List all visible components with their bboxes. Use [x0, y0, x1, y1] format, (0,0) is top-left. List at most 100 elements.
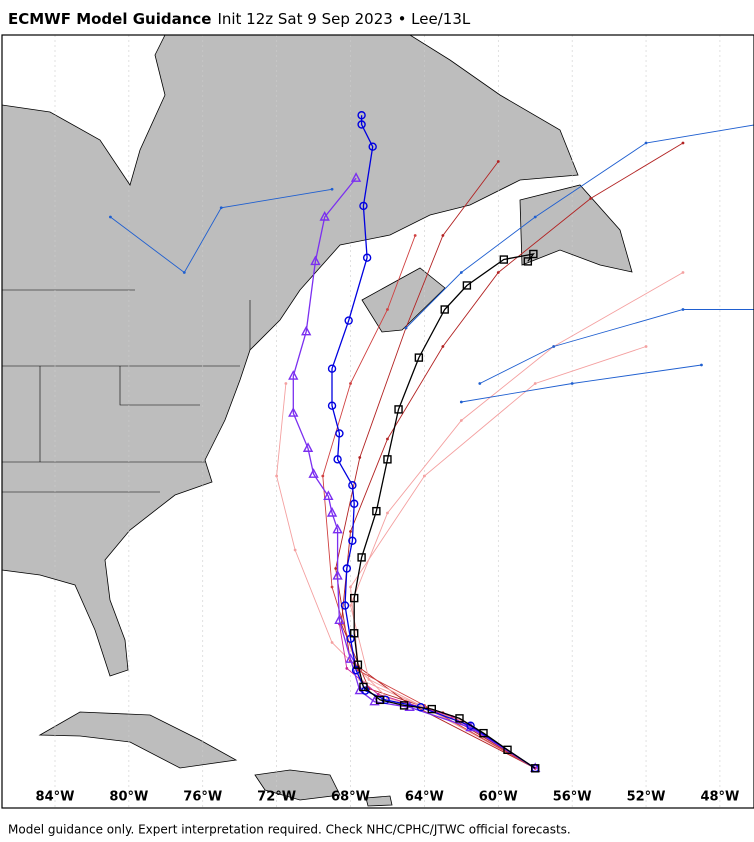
track-marker: [301, 325, 312, 336]
track-marker: [499, 255, 509, 264]
ensemble-point: [496, 160, 500, 163]
ensemble-point: [284, 382, 288, 385]
track-marker: [503, 745, 512, 754]
track-marker: [332, 523, 343, 534]
track-marker: [372, 506, 381, 516]
ensemble-point: [423, 474, 426, 478]
track-marker: [466, 721, 475, 730]
track-marker: [332, 569, 343, 580]
track-marker: [383, 455, 392, 464]
ensemble-point: [386, 511, 389, 515]
ensemble-point: [459, 400, 463, 404]
x-tick-label: 80°W: [109, 790, 148, 805]
ensemble-point: [358, 456, 362, 459]
track-marker: [531, 764, 540, 773]
track-marker: [345, 653, 356, 663]
ensemble-point: [478, 382, 482, 385]
x-tick-label: 64°W: [405, 790, 444, 805]
ensemble-track: [110, 188, 333, 274]
ensemble-point: [552, 345, 556, 348]
hispaniola: [254, 769, 341, 801]
ensemble-point: [349, 604, 352, 607]
track-marker: [327, 401, 337, 410]
x-tick-label: 48°W: [700, 790, 739, 805]
map: [1, 34, 754, 808]
track-marker: [357, 120, 366, 129]
x-tick-label: 68°W: [331, 790, 370, 805]
track-marker: [368, 142, 377, 151]
ensemble-point: [700, 363, 703, 367]
ensemble-point: [459, 271, 463, 274]
track-marker: [288, 407, 299, 417]
ensemble-point: [330, 187, 334, 191]
x-tick-label: 52°W: [627, 790, 666, 805]
x-tick-label: 60°W: [479, 790, 518, 805]
x-tick-label: 56°W: [553, 790, 592, 805]
ensemble-point: [367, 678, 371, 681]
track-marker: [394, 405, 403, 414]
track-marker: [350, 629, 359, 638]
track-marker: [310, 255, 321, 266]
track-marker: [319, 211, 330, 221]
title-main: ECMWF Model Guidance: [8, 10, 211, 28]
track-marker: [302, 442, 314, 452]
track-marker: [529, 249, 538, 259]
ensemble-track: [479, 309, 754, 384]
track-marker: [375, 695, 385, 705]
track-marker: [308, 468, 319, 478]
ensemble-point: [345, 667, 349, 670]
ensemble-point: [533, 215, 537, 219]
model-track: [331, 115, 536, 769]
puerto-rico: [365, 795, 393, 807]
ensemble-track: [335, 161, 536, 769]
borders: [2, 289, 251, 493]
ensemble-point: [441, 345, 445, 348]
ensemble-point: [644, 141, 648, 145]
track-marker: [362, 253, 372, 262]
track-marker: [399, 701, 409, 710]
track-marker: [342, 564, 352, 573]
ensemble-point: [349, 382, 352, 385]
track-marker: [350, 593, 359, 603]
track-marker: [340, 601, 350, 610]
x-tick-label: 76°W: [183, 790, 222, 805]
track-marker: [359, 201, 368, 211]
ensemble-point: [349, 585, 352, 589]
ensemble-point: [533, 382, 537, 385]
track-marker: [357, 553, 366, 562]
track-marker: [333, 455, 342, 464]
ensemble-point: [330, 585, 334, 589]
track-marker: [440, 305, 449, 314]
track-marker: [288, 370, 299, 380]
track-marker: [414, 353, 424, 362]
ensemble-point: [330, 641, 334, 644]
footer: Model guidance only. Expert interpretati…: [8, 823, 571, 837]
title-sub: Init 12z Sat 9 Sep 2023 • Lee/13L: [217, 10, 470, 28]
ensemble-point: [644, 345, 648, 348]
track-marker: [359, 682, 368, 692]
ensemble-point: [681, 308, 685, 311]
ensemble-point: [109, 215, 112, 219]
track-marker: [326, 507, 338, 517]
ensemble-point: [376, 692, 380, 696]
model-track: [353, 253, 536, 769]
ensemble-point: [386, 437, 389, 441]
ensemble-point: [681, 271, 685, 274]
track-marker: [348, 536, 357, 545]
ensemble-point: [321, 474, 325, 478]
track-marker: [479, 728, 488, 738]
track-marker: [323, 490, 334, 501]
ensemble-point: [334, 567, 338, 570]
map-frame: [1, 34, 754, 809]
ensemble-point: [496, 271, 500, 274]
track-marker: [427, 704, 436, 714]
ensemble-point: [570, 382, 574, 385]
ensemble-point: [681, 141, 685, 145]
ensemble-track: [322, 235, 536, 769]
cuba: [38, 711, 238, 769]
newfoundland: [519, 184, 633, 273]
ensemble-point: [459, 419, 463, 422]
track-marker: [353, 660, 363, 669]
title: ECMWF Model Guidance Init 12z Sat 9 Sep 2…: [8, 10, 471, 28]
